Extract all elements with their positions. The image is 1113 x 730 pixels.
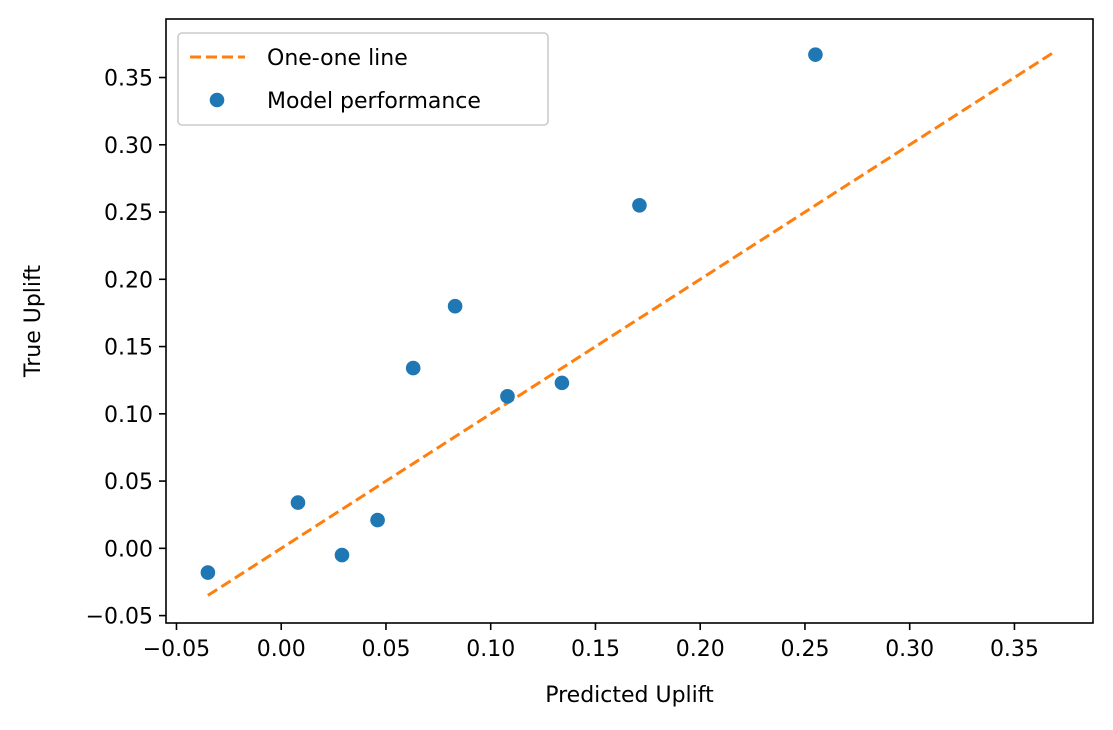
scatter-point bbox=[500, 389, 515, 404]
legend: One-one line Model performance bbox=[177, 32, 549, 126]
scatter-point bbox=[334, 547, 350, 563]
y-tick-label: 0.30 bbox=[104, 134, 153, 159]
y-tick-label: −0.05 bbox=[86, 605, 153, 630]
legend-label-model-performance: Model performance bbox=[267, 89, 481, 114]
y-tick-label: 0.20 bbox=[104, 268, 153, 293]
legend-box bbox=[177, 32, 549, 126]
x-tick-label: 0.30 bbox=[885, 637, 934, 662]
legend-marker-swatch bbox=[209, 92, 225, 108]
y-tick-label: 0.05 bbox=[104, 470, 153, 495]
x-axis-ticks: −0.05 0.00 0.05 0.10 0.15 0.20 0.25 0.30 0.35 bbox=[143, 623, 1039, 662]
x-tick-label: 0.25 bbox=[780, 637, 829, 662]
series-layer bbox=[200, 47, 1053, 597]
scatter-point bbox=[632, 198, 647, 213]
x-tick-label: 0.20 bbox=[676, 637, 725, 662]
scatter-point bbox=[370, 512, 385, 528]
y-tick-label: 0.15 bbox=[104, 336, 153, 361]
y-tick-label: 0.35 bbox=[104, 67, 153, 92]
one-one-line bbox=[207, 52, 1053, 597]
scatter-point bbox=[405, 360, 421, 376]
y-tick-label: 0.10 bbox=[104, 403, 153, 428]
y-axis-title: True Uplift bbox=[21, 265, 46, 378]
plot-frame bbox=[165, 18, 1094, 624]
legend-label-one-one-line: One-one line bbox=[267, 46, 408, 71]
x-tick-label: 0.15 bbox=[571, 637, 620, 662]
scatter-point bbox=[200, 565, 216, 580]
x-tick-label: 0.00 bbox=[257, 637, 306, 662]
scatter-point bbox=[290, 495, 306, 510]
x-tick-label: −0.05 bbox=[143, 637, 210, 662]
x-tick-label: 0.05 bbox=[361, 637, 410, 662]
x-tick-label: 0.35 bbox=[990, 637, 1039, 662]
y-tick-label: 0.25 bbox=[104, 201, 153, 226]
scatter-point bbox=[808, 47, 823, 62]
scatter-point bbox=[554, 375, 570, 391]
x-tick-label: 0.10 bbox=[466, 637, 515, 662]
y-tick-label: 0.00 bbox=[104, 537, 153, 562]
scatter-point bbox=[447, 298, 463, 314]
y-axis-ticks: −0.05 0.00 0.05 0.10 0.15 0.20 0.25 0.30 0.35 bbox=[86, 67, 166, 630]
x-axis-title: Predicted Uplift bbox=[545, 683, 714, 708]
